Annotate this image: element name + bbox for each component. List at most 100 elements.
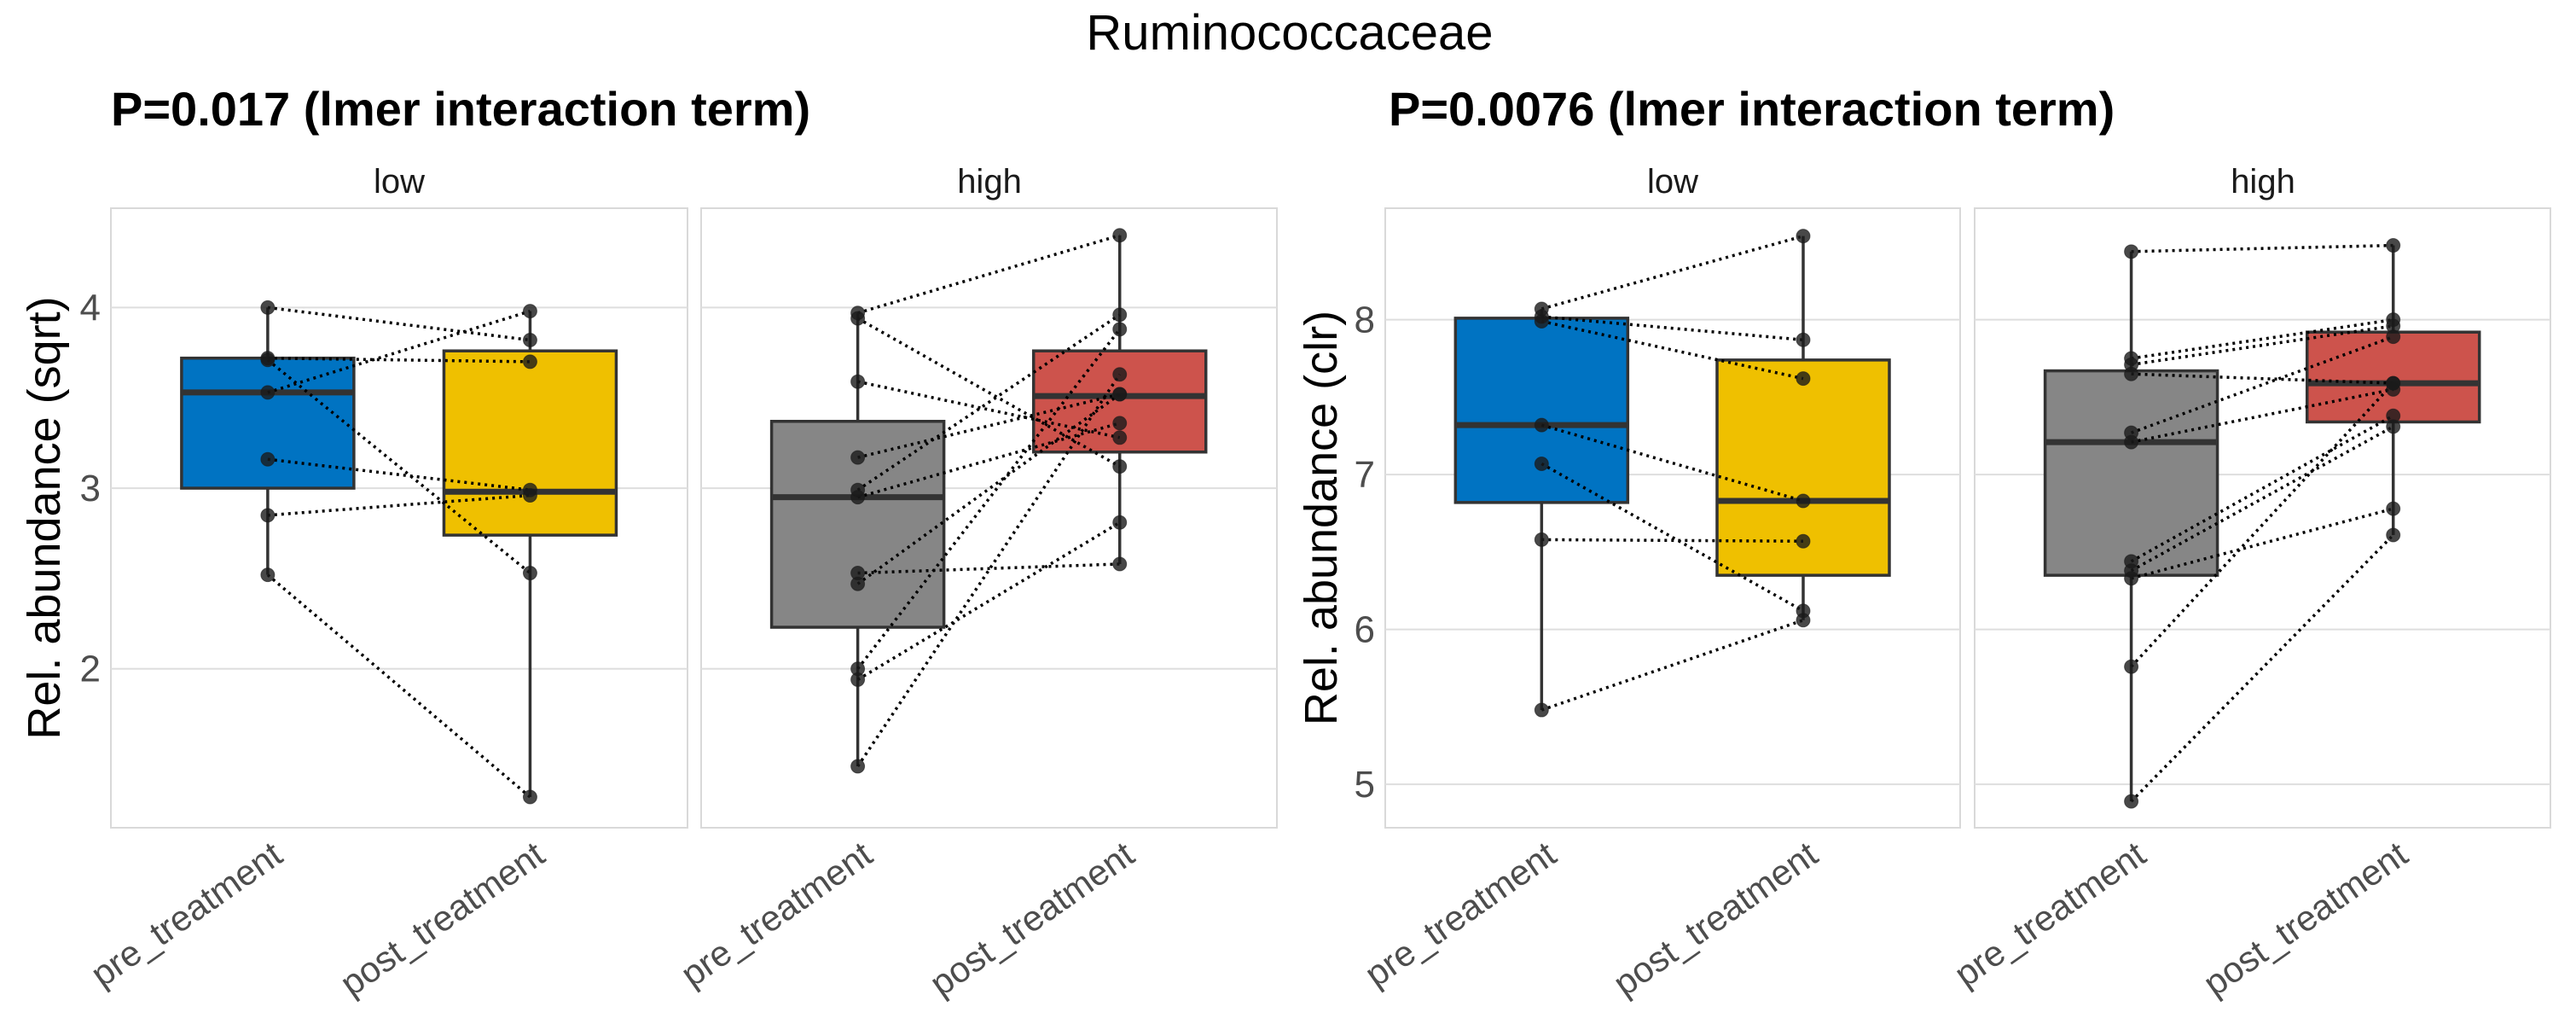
data-point — [1112, 430, 1128, 445]
data-point — [2386, 501, 2401, 516]
paired-line — [1540, 462, 1804, 613]
plot-2-y-tick-label: 7 — [1355, 454, 1375, 496]
paired-line — [2130, 381, 2395, 668]
data-point — [850, 576, 866, 591]
data-point — [522, 304, 537, 319]
plot-2-facet-low: pre_treatment post_treatment — [1357, 207, 1961, 1004]
paired-line — [1540, 423, 1804, 503]
data-point — [2124, 434, 2139, 450]
paired-line — [267, 457, 531, 492]
x-tick-label-post_treatment: post_treatment — [922, 834, 1141, 1004]
paired-line — [856, 521, 1121, 681]
data-point — [1796, 493, 1811, 509]
paired-line — [2130, 533, 2394, 803]
paired-line — [856, 313, 1121, 492]
paired-line — [266, 573, 531, 799]
plot-2-facet-low-label: low — [1647, 163, 1698, 201]
plot-2-subtitle: P=0.0076 (lmer interaction term) — [1389, 82, 2115, 136]
data-point — [1112, 228, 1128, 243]
paired-line — [857, 234, 1121, 315]
data-point — [1112, 307, 1128, 323]
paired-line — [267, 356, 531, 364]
plot-1-facet-high-label: high — [957, 163, 1022, 201]
paired-line — [1541, 315, 1804, 342]
data-point — [1796, 332, 1811, 347]
paired-line — [2131, 324, 2393, 367]
data-point — [1112, 416, 1128, 431]
data-point — [1112, 387, 1128, 402]
data-point — [522, 566, 537, 581]
data-point — [1534, 702, 1549, 718]
plot-1-facet-high: pre_treatment post_treatment — [674, 207, 1278, 1004]
paired-line — [2130, 414, 2394, 563]
plot-2-y-tick-label: 8 — [1355, 300, 1375, 341]
paired-line — [1540, 619, 1804, 712]
paired-line — [1541, 538, 1804, 543]
data-point — [2124, 794, 2139, 809]
paired-line — [857, 562, 1120, 575]
plot-2-y-tick-label: 6 — [1355, 609, 1375, 651]
paired-line — [2130, 335, 2394, 434]
plot-1-y-tick-label: 3 — [80, 468, 101, 509]
data-point — [2124, 244, 2139, 259]
paired-line — [856, 328, 1122, 670]
data-point — [850, 311, 866, 326]
data-point — [522, 333, 537, 348]
data-point — [1112, 556, 1128, 572]
paired-line — [267, 493, 531, 517]
data-point — [1112, 367, 1128, 382]
data-point — [260, 508, 276, 523]
plot-1-y-tick-label: 4 — [80, 287, 101, 329]
data-point — [1112, 515, 1128, 530]
data-point — [260, 300, 276, 315]
plot-1-facet-low: pre_treatment post_treatment — [84, 207, 688, 1004]
data-point — [522, 488, 537, 503]
panel-border — [1974, 207, 2551, 829]
data-point — [850, 672, 866, 687]
data-point — [1796, 229, 1811, 244]
x-tick-label-pre_treatment: pre_treatment — [1947, 834, 2153, 995]
data-point — [2124, 571, 2139, 586]
data-point — [2124, 366, 2139, 381]
paired-line — [267, 305, 531, 342]
paired-line — [1540, 234, 1804, 311]
data-point — [2124, 659, 2139, 674]
chart-title: Ruminococcaceae — [1086, 5, 1493, 61]
data-point — [850, 374, 866, 389]
plot-1-facet-low-label: low — [374, 163, 425, 201]
box-pre_treatment — [1453, 317, 1630, 504]
x-tick-label-pre_treatment: pre_treatment — [1357, 834, 1563, 995]
x-tick-label-post_treatment: post_treatment — [1606, 834, 1825, 1004]
paired-line — [2131, 507, 2394, 580]
x-tick-label-pre_treatment: pre_treatment — [674, 834, 879, 995]
box-post_treatment — [442, 349, 618, 537]
plot-2-facet-high-label: high — [2231, 163, 2295, 201]
data-point — [1112, 459, 1128, 474]
paired-line — [2131, 372, 2393, 385]
data-point — [2386, 238, 2401, 253]
data-point — [1534, 417, 1549, 433]
paired-line — [857, 422, 1121, 499]
data-point — [260, 567, 276, 583]
paired-line — [2131, 317, 2393, 360]
data-point — [260, 451, 276, 467]
data-point — [260, 352, 276, 368]
plot-1-y-tick-label: 2 — [80, 649, 101, 690]
data-point — [2386, 329, 2401, 345]
data-point — [260, 385, 276, 400]
plot-2-facet-high: pre_treatment post_treatment — [1947, 207, 2551, 1004]
data-point — [1534, 532, 1549, 547]
data-point — [850, 450, 866, 465]
x-tick-label-pre_treatment: pre_treatment — [84, 834, 289, 995]
box-pre_treatment — [180, 356, 356, 490]
data-point — [1112, 322, 1128, 337]
data-point — [850, 490, 866, 505]
data-point — [1534, 313, 1549, 329]
x-tick-label-post_treatment: post_treatment — [333, 834, 552, 1004]
paired-line — [2131, 243, 2393, 253]
data-point — [2386, 527, 2401, 543]
data-point — [1796, 533, 1811, 549]
panel-border — [700, 207, 1278, 829]
panel-border — [1384, 207, 1961, 829]
